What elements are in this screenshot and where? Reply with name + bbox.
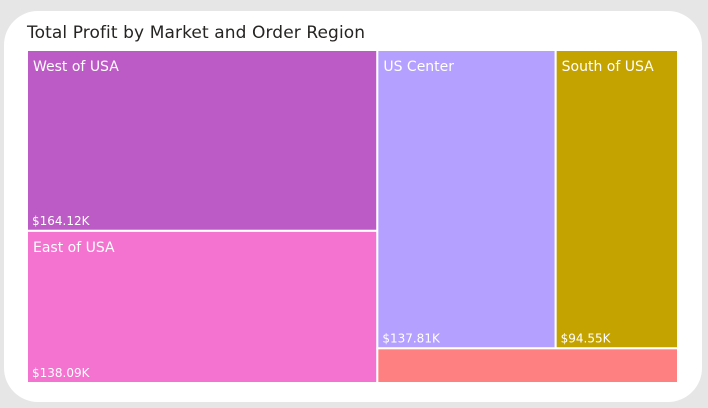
tile-rect-other[interactable] (376, 347, 679, 384)
tile-west-of-usa[interactable]: West of USA $164.12K (26, 49, 379, 232)
tile-rect-south-of-usa[interactable] (554, 49, 679, 350)
tile-label-us-center: US Center (383, 59, 454, 75)
tile-label-east-of-usa: East of USA (33, 240, 115, 256)
tile-label-west-of-usa: West of USA (33, 59, 119, 75)
tile-us-center[interactable]: US Center $137.81K (376, 49, 557, 350)
tile-south-of-usa[interactable]: South of USA $94.55K (554, 49, 679, 350)
tile-value-us-center: $137.81K (382, 331, 441, 345)
tile-rect-east-of-usa[interactable] (26, 229, 379, 384)
tile-label-south-of-usa: South of USA (562, 59, 654, 75)
tile-value-east-of-usa: $138.09K (32, 366, 91, 380)
tile-value-south-of-usa: $94.55K (561, 331, 612, 345)
tile-other[interactable] (376, 347, 679, 384)
tile-east-of-usa[interactable]: East of USA $138.09K (26, 229, 379, 384)
tile-value-west-of-usa: $164.12K (32, 214, 91, 228)
chart-title: Total Profit by Market and Order Region (27, 23, 366, 43)
tile-rect-us-center[interactable] (376, 49, 557, 350)
tile-rect-west-of-usa[interactable] (26, 49, 379, 232)
